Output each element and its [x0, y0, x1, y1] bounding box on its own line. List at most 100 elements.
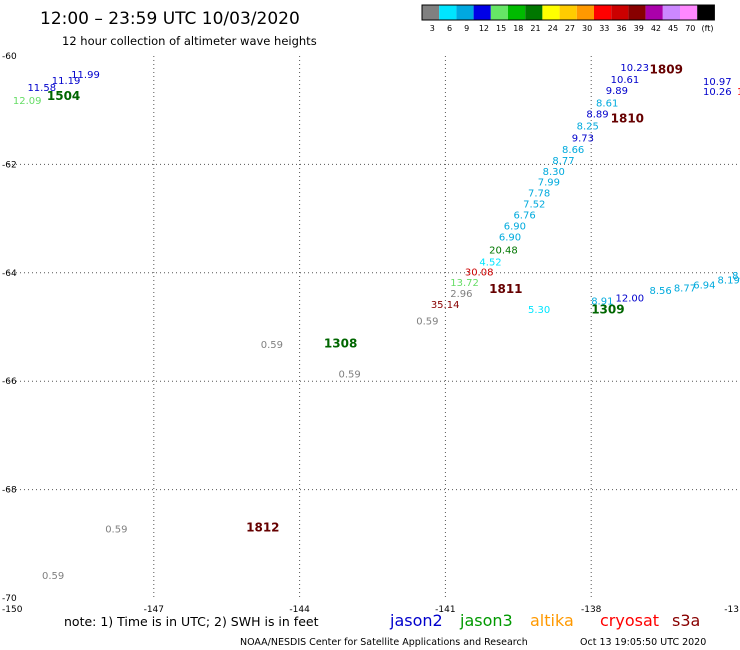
axis-ticks: -60 -62 -64 -66 -68 -70 -147 -144 -141 -138 -150 -1… [2, 52, 739, 615]
page-subtitle: 12 hour collection of altimeter wave hei… [62, 34, 317, 48]
wave-height-point: 1 [737, 87, 740, 98]
wave-height-point: 8.66 [562, 145, 584, 156]
wave-height-point: 2.96 [450, 289, 472, 300]
scale-swatch [490, 5, 508, 20]
satellite-legend: jason2 jason3 altika cryosat s3a [389, 611, 700, 630]
x-corner-label: -150 [2, 605, 23, 615]
scale-swatch [542, 5, 560, 20]
x-tick-label: -144 [289, 605, 310, 615]
footer-timestamp: Oct 13 19:05:50 UTC 2020 [580, 637, 706, 648]
wave-height-point: 6.90 [504, 222, 526, 233]
wave-height-point: 7.99 [538, 178, 560, 189]
wave-height-point: 12.00 [616, 294, 645, 305]
satellite-legend-item: altika [530, 611, 574, 630]
y-tick-label: -66 [2, 377, 17, 387]
scale-swatch [697, 5, 715, 20]
scale-label: 15 [496, 24, 506, 33]
wave-height-point: 8.30 [543, 167, 565, 178]
x-tick-label: -138 [581, 605, 602, 615]
pass-id-label: 1812 [246, 521, 279, 535]
wave-height-point: 8.77 [552, 156, 574, 167]
scale-label: 45 [668, 24, 678, 33]
wave-height-point: 0.59 [105, 525, 127, 536]
y-tick-label: -64 [2, 269, 17, 279]
scale-label: 27 [565, 24, 575, 33]
pass-id-label: 1504 [47, 89, 80, 103]
pass-id-label: 1309 [591, 303, 624, 317]
scale-label: 39 [634, 24, 644, 33]
wave-height-point: 7.78 [528, 189, 550, 200]
scale-swatch [525, 5, 543, 20]
scale-label: 6 [447, 24, 452, 33]
x-tick-label: -141 [435, 605, 455, 615]
wave-height-point: 8.61 [596, 99, 618, 110]
scale-swatch [473, 5, 491, 20]
wave-height-point: 12.09 [13, 96, 42, 107]
wave-height-point: 11.58 [27, 83, 56, 94]
wave-height-point: 0.59 [42, 571, 64, 582]
scale-swatch [508, 5, 526, 20]
scale-swatch [559, 5, 577, 20]
wave-height-point: 10.23 [620, 63, 649, 74]
y-tick-label: -70 [2, 594, 17, 604]
page-title: 12:00 – 23:59 UTC 10/03/2020 [40, 9, 300, 29]
pass-id-label: 1308 [324, 336, 357, 350]
y-tick-label: -60 [2, 52, 17, 62]
wave-height-point: 20.48 [489, 245, 518, 256]
scale-label: 70 [685, 24, 695, 33]
wave-height-point: 8.5 [732, 271, 740, 282]
wave-height-point: 6.94 [693, 281, 715, 292]
wave-height-point: 7.52 [523, 199, 545, 210]
scale-swatch [576, 5, 594, 20]
y-tick-label: -68 [2, 486, 17, 496]
wave-height-point: 8.25 [577, 121, 599, 132]
wave-height-point: 11.19 [52, 76, 81, 87]
wave-height-point: 4.52 [479, 257, 501, 268]
wave-height-point: 13.72 [450, 278, 479, 289]
pass-id-label: 1809 [650, 63, 683, 77]
scale-label: 33 [599, 24, 609, 33]
wave-height-point: 10.97 [703, 77, 732, 88]
scale-label: 36 [616, 24, 626, 33]
scale-label: 9 [464, 24, 469, 33]
wave-height-point: 0.59 [338, 370, 360, 381]
wave-height-point: 10.61 [611, 75, 640, 86]
pass-labels: 1504 1809 1810 1811 1308 1309 1812 [47, 63, 683, 535]
scale-swatch [680, 5, 698, 20]
wave-height-point: 9.89 [606, 86, 628, 97]
scale-label: 42 [651, 24, 661, 33]
wave-height-point: 8.91 [591, 296, 613, 307]
scale-swatch [456, 5, 474, 20]
footer-credit: NOAA/NESDIS Center for Satellite Applica… [240, 637, 528, 648]
scale-swatch [645, 5, 663, 20]
scale-border [421, 4, 715, 21]
x-tick-label: -147 [144, 605, 164, 615]
satellite-legend-item: cryosat [600, 611, 659, 630]
wave-height-point: 30.08 [465, 268, 494, 279]
wave-height-point: 10.26 [703, 87, 732, 98]
scale-swatch [611, 5, 629, 20]
scale-label: (ft) [701, 24, 713, 33]
wave-height-point: 0.59 [416, 316, 438, 327]
wave-height-point: 6.90 [499, 232, 521, 243]
scale-label: 21 [530, 24, 540, 33]
scale-swatch [662, 5, 680, 20]
scale-swatch [594, 5, 612, 20]
color-scale-legend: 3 6 9 12 15 18 21 24 27 30 33 36 39 42 45 70 (ft) [421, 4, 715, 33]
data-points: 12.0911.5811.1911.9910.2310.619.898.618.… [13, 63, 740, 582]
scale-label: 30 [582, 24, 592, 33]
wave-height-point: 8.19 [718, 275, 740, 286]
grid-lines [8, 56, 737, 598]
scale-label: 18 [513, 24, 523, 33]
pass-id-label: 1811 [489, 282, 522, 296]
scale-label: 12 [479, 24, 489, 33]
wave-height-point: 9.73 [572, 133, 594, 144]
wave-height-point: 6.76 [513, 210, 535, 221]
x-corner-label: -13 [724, 605, 739, 615]
wave-height-point: 8.56 [650, 286, 672, 297]
scale-swatch [422, 5, 440, 20]
scale-swatch [628, 5, 646, 20]
wave-height-point: 8.89 [586, 109, 608, 120]
